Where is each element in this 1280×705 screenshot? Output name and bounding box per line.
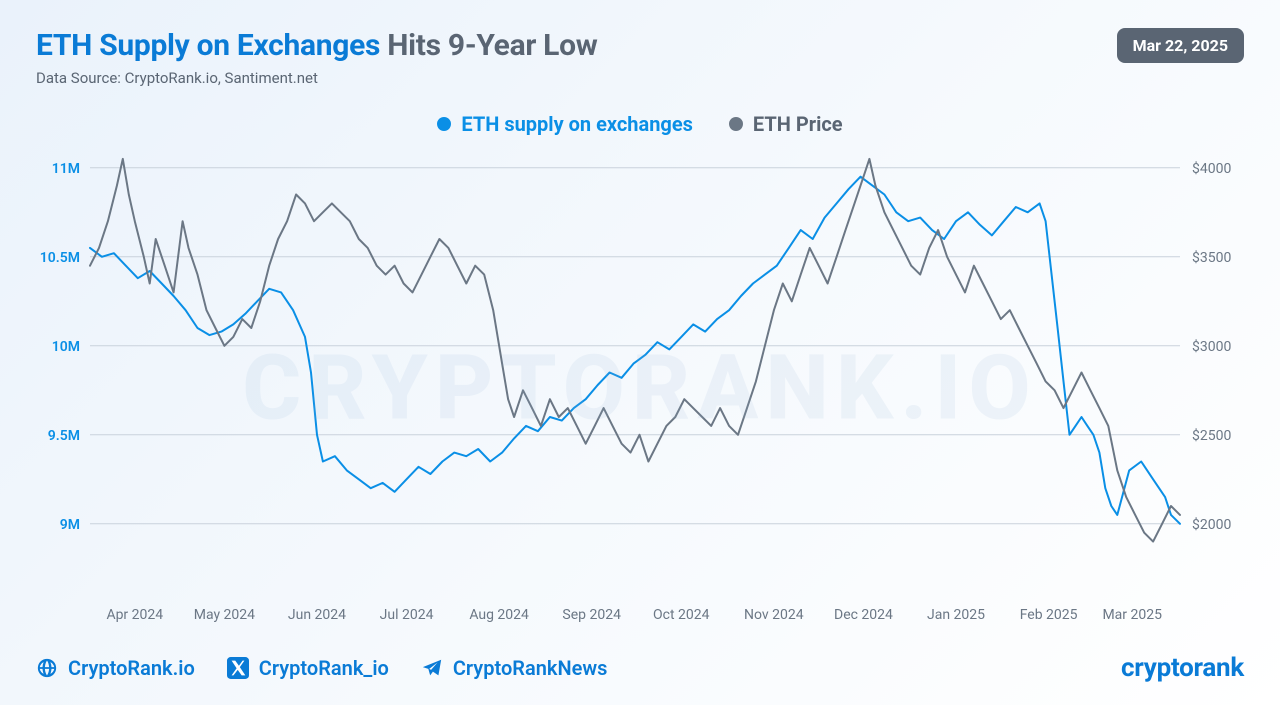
legend-dot-icon (729, 117, 743, 131)
legend-item-price: ETH Price (729, 112, 843, 136)
title-block: ETH Supply on Exchanges Hits 9-Year Low … (36, 28, 597, 87)
svg-text:Jun 2024: Jun 2024 (288, 607, 346, 623)
svg-text:Apr 2024: Apr 2024 (106, 607, 163, 623)
globe-icon (36, 657, 58, 679)
svg-text:Dec 2024: Dec 2024 (834, 607, 893, 623)
svg-text:10.5M: 10.5M (40, 250, 80, 266)
svg-text:Sep 2024: Sep 2024 (562, 607, 621, 623)
legend-label: ETH Price (753, 112, 843, 136)
footer: CryptoRank.io CryptoRank_io CryptoRankNe… (36, 653, 1244, 683)
svg-text:Nov 2024: Nov 2024 (744, 607, 804, 623)
brand-logo: cryptorank (1121, 653, 1244, 683)
svg-text:9.5M: 9.5M (48, 428, 80, 444)
header: ETH Supply on Exchanges Hits 9-Year Low … (36, 28, 1244, 87)
x-icon (227, 657, 249, 679)
legend: ETH supply on exchanges ETH Price (0, 112, 1280, 136)
title-highlight: ETH Supply on Exchanges (36, 28, 380, 63)
svg-text:9M: 9M (60, 517, 80, 533)
social-link-website[interactable]: CryptoRank.io (36, 656, 195, 680)
chart-area: CRYPTORANK.IO 9M9.5M10M10.5M11M$2000$250… (30, 140, 1250, 635)
social-link-x[interactable]: CryptoRank_io (227, 656, 389, 680)
telegram-icon (421, 657, 443, 679)
date-badge: Mar 22, 2025 (1117, 28, 1244, 63)
subtitle: Data Source: CryptoRank.io, Santiment.ne… (36, 69, 597, 87)
social-label: CryptoRankNews (453, 656, 608, 680)
svg-text:$3000: $3000 (1192, 338, 1231, 355)
title-rest: Hits 9-Year Low (387, 28, 597, 63)
svg-text:Jan 2025: Jan 2025 (927, 607, 985, 623)
social-link-telegram[interactable]: CryptoRankNews (421, 656, 608, 680)
svg-text:$3500: $3500 (1192, 249, 1231, 266)
svg-text:$2500: $2500 (1192, 427, 1231, 444)
svg-text:May 2024: May 2024 (194, 607, 255, 623)
svg-text:Mar 2025: Mar 2025 (1102, 607, 1162, 623)
svg-text:Feb 2025: Feb 2025 (1020, 607, 1078, 623)
svg-text:Jul 2024: Jul 2024 (380, 607, 434, 623)
legend-label: ETH supply on exchanges (461, 112, 693, 136)
svg-text:10M: 10M (52, 339, 80, 355)
svg-text:$4000: $4000 (1192, 160, 1231, 177)
page-title: ETH Supply on Exchanges Hits 9-Year Low (36, 28, 597, 63)
svg-text:Oct 2024: Oct 2024 (653, 607, 710, 623)
socials: CryptoRank.io CryptoRank_io CryptoRankNe… (36, 656, 607, 680)
legend-item-supply: ETH supply on exchanges (437, 112, 693, 136)
social-label: CryptoRank.io (68, 656, 195, 680)
legend-dot-icon (437, 117, 451, 131)
svg-text:$2000: $2000 (1192, 516, 1231, 533)
svg-text:11M: 11M (52, 161, 80, 177)
social-label: CryptoRank_io (259, 656, 389, 680)
svg-text:Aug 2024: Aug 2024 (469, 607, 529, 623)
chart-svg: 9M 9.5M 10M 10.5M 11M $2000 $2500 $3000 $3500 $40… (30, 140, 1250, 635)
